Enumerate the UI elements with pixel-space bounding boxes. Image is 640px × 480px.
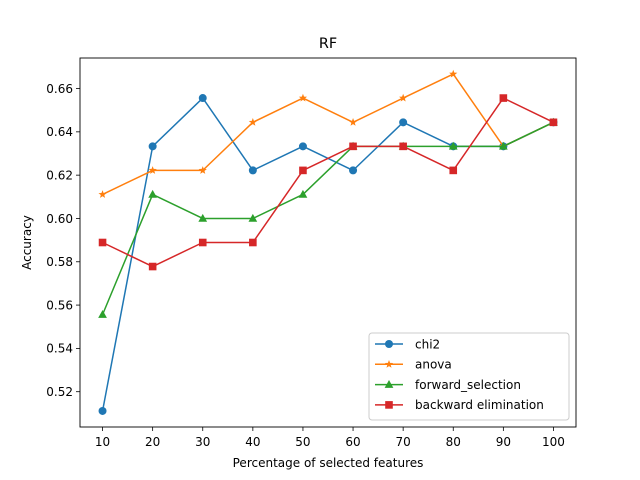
legend-label: chi2 (415, 337, 440, 351)
data-point-anova (198, 166, 207, 174)
data-point-backward-elimination (399, 142, 407, 151)
data-point-backward-elimination (299, 166, 307, 175)
legend-item-forward-selection: forward_selection (375, 378, 521, 392)
data-point-chi2 (248, 166, 257, 175)
legend: chi2 anova forward_selection backward elimi… (368, 332, 570, 421)
y-axis-label: Accuracy (20, 215, 34, 270)
axes-frame (79, 57, 577, 428)
x-tick-label: 40 (245, 435, 260, 449)
series-forward-selection (98, 117, 558, 318)
y-tick-label: 0.52 (46, 385, 73, 399)
chart-title: RF (319, 36, 337, 52)
data-point-backward-elimination (499, 94, 508, 102)
data-point-forward-selection (498, 141, 508, 150)
data-point-forward-selection (448, 141, 458, 150)
series-line-forward-selection (101, 121, 554, 315)
data-point-anova (248, 118, 257, 126)
y-tick-label: 0.66 (46, 82, 73, 96)
data-point-backward-elimination (349, 142, 357, 151)
legend-swatch-marker (385, 401, 393, 409)
data-point-anova (298, 93, 308, 102)
legend-box (368, 332, 570, 421)
data-point-backward-elimination (449, 166, 458, 175)
series-backward-elimination (98, 94, 558, 271)
data-point-forward-selection (98, 310, 107, 318)
y-tick-label: 0.62 (46, 168, 73, 182)
x-tick-label: 70 (396, 435, 411, 449)
data-point-forward-selection (148, 189, 158, 198)
plot-area (98, 69, 558, 415)
legend-item-anova: anova (375, 358, 452, 372)
data-point-backward-elimination (198, 238, 207, 247)
y-tick-label: 0.64 (46, 125, 73, 139)
data-point-backward-elimination (148, 262, 157, 271)
data-point-forward-selection (198, 213, 208, 222)
data-point-backward-elimination (249, 238, 257, 247)
data-point-chi2 (298, 142, 307, 151)
x-tick-label: 10 (95, 435, 110, 449)
data-point-anova (399, 93, 408, 102)
legend-item-chi2: chi2 (375, 337, 440, 351)
data-point-anova (348, 118, 358, 126)
x-tick-label: 90 (496, 435, 511, 449)
y-tick-label: 0.60 (46, 212, 73, 226)
x-tick-label: 60 (345, 435, 360, 449)
data-point-forward-selection (298, 189, 308, 198)
series-line-anova (102, 73, 554, 196)
data-point-chi2 (198, 94, 207, 103)
y-axis-ticks: 0.52 0.54 0.56 0.58 0.60 0.62 0.64 0.66 (46, 82, 80, 399)
data-point-chi2 (98, 406, 107, 415)
x-axis-ticks: 10 20 30 40 50 60 70 80 90 100 (95, 427, 565, 449)
legend-label: anova (415, 358, 452, 372)
data-point-anova (449, 69, 458, 78)
legend-item-backward-elimination: backward elimination (375, 398, 544, 412)
x-tick-label: 50 (295, 435, 310, 449)
y-tick-label: 0.58 (46, 255, 73, 269)
data-point-anova (148, 166, 157, 174)
x-tick-label: 100 (542, 435, 565, 449)
series-line-backward-elimination (102, 97, 554, 268)
x-tick-label: 20 (145, 435, 160, 449)
data-point-backward-elimination (549, 118, 558, 127)
x-tick-label: 30 (195, 435, 210, 449)
legend-swatch-marker (384, 360, 394, 368)
x-axis-label: Percentage of selected features (233, 456, 424, 470)
legend-label: forward_selection (415, 378, 521, 392)
data-point-chi2 (399, 118, 408, 127)
data-point-chi2 (148, 142, 157, 151)
y-tick-label: 0.56 (46, 298, 73, 312)
data-point-anova (98, 190, 107, 198)
data-point-backward-elimination (98, 238, 107, 247)
y-tick-label: 0.54 (46, 342, 73, 356)
x-tick-label: 80 (446, 435, 461, 449)
data-point-forward-selection (248, 213, 258, 222)
data-point-chi2 (349, 166, 358, 175)
legend-label: backward elimination (415, 398, 544, 412)
legend-swatch-marker (385, 340, 393, 348)
legend-swatch-marker (384, 380, 394, 388)
